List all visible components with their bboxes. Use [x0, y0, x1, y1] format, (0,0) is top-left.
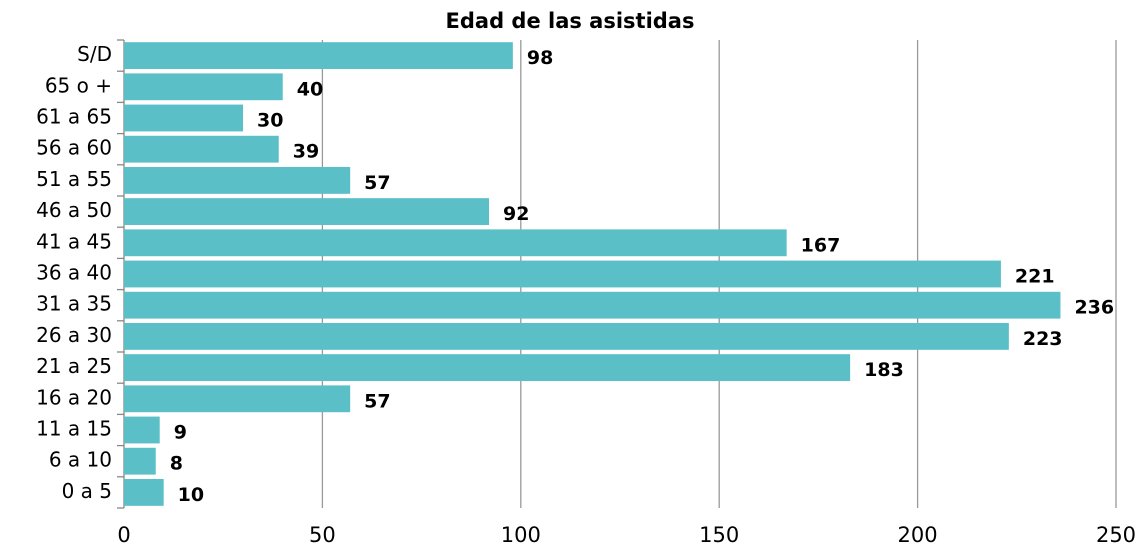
bar [124, 73, 283, 101]
x-tick-label: 50 [309, 523, 336, 547]
bar [124, 166, 351, 194]
y-tick-label: 0 a 5 [62, 479, 112, 503]
data-label: 223 [1023, 328, 1063, 350]
x-tick-label: 150 [699, 523, 739, 547]
bar [124, 42, 513, 70]
bar [124, 135, 279, 163]
bar [124, 478, 164, 506]
chart-title: Edad de las asistidas [446, 9, 695, 33]
y-tick-label: 16 a 20 [36, 385, 112, 409]
data-label: 57 [364, 390, 390, 412]
y-tick-label: 56 a 60 [36, 136, 112, 160]
y-tick-label: 51 a 55 [36, 167, 112, 191]
y-tick-label: 6 a 10 [49, 448, 112, 472]
bar [124, 447, 156, 475]
bar [124, 291, 1061, 319]
y-tick-label: 65 o + [45, 73, 112, 97]
data-label: 236 [1074, 297, 1114, 319]
data-label: 40 [297, 78, 323, 100]
y-tick-label: 46 a 50 [36, 198, 112, 222]
bar [124, 260, 1001, 288]
data-label: 167 [801, 234, 841, 256]
y-tick-label: 11 a 15 [36, 417, 112, 441]
y-tick-label: 36 a 40 [36, 261, 112, 285]
bar [124, 354, 851, 382]
y-tick-label: S/D [77, 42, 112, 66]
data-label: 9 [174, 422, 187, 444]
y-tick-label: 26 a 30 [36, 323, 112, 347]
y-tick-label: 41 a 45 [36, 229, 112, 253]
data-label: 98 [527, 47, 553, 69]
x-tick-label: 250 [1096, 523, 1136, 547]
x-tick-label: 100 [501, 523, 541, 547]
y-tick-label: 61 a 65 [36, 105, 112, 129]
data-label: 57 [364, 172, 390, 194]
data-label: 10 [178, 484, 204, 506]
bar [124, 385, 351, 413]
bar [124, 198, 490, 226]
data-label: 183 [864, 359, 904, 381]
data-label: 221 [1015, 266, 1055, 288]
bar [124, 416, 160, 444]
data-label: 39 [293, 141, 319, 163]
bar [124, 104, 244, 132]
y-tick-label: 31 a 35 [36, 292, 112, 316]
x-tick-label: 0 [117, 523, 130, 547]
data-label: 8 [170, 453, 183, 475]
data-label: 30 [257, 110, 283, 132]
y-tick-label: 21 a 25 [36, 354, 112, 378]
bar [124, 229, 787, 257]
data-label: 92 [503, 203, 529, 225]
x-tick-label: 200 [898, 523, 938, 547]
bar [124, 322, 1009, 350]
